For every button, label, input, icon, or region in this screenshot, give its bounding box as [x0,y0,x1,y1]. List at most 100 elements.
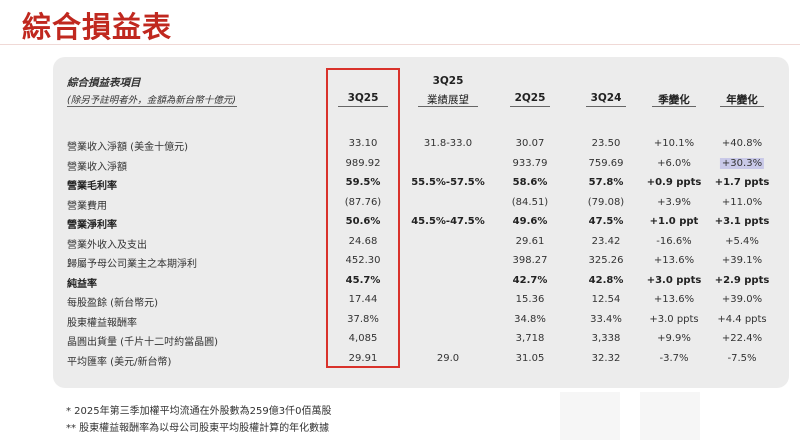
footnote-shares: * 2025年第三季加權平均流通在外股數為259億3仟0佰萬股 [66,406,332,417]
table-cell: +3.0 ppts [646,274,702,286]
table-cell: +30.3% [719,157,765,169]
table-cell: 55.5%-57.5% [411,177,485,188]
current-quarter-highlight-box [326,68,400,368]
table-cell: +3.1 ppts [714,216,770,227]
table-cell: 452.30 [345,255,381,266]
table-cell: 32.32 [591,352,621,364]
table-cell: 45.5%-47.5% [411,216,485,227]
col-3q25-guidance-underline [418,106,478,107]
table-header-title: 綜合損益表項目 [67,77,141,89]
table-cell: 4,085 [348,333,378,344]
table-cell: 989.92 [345,157,381,169]
table-cell: 759.69 [588,157,624,169]
table-cell: 37.8% [347,313,379,325]
table-cell: 31.8-33.0 [423,138,473,149]
table-cell: 3,718 [515,333,545,344]
table-cell: 31.05 [515,352,545,364]
row-label-header-underline [67,106,237,107]
row-label: 純益率 [67,278,97,290]
table-cell: 24.68 [348,235,378,247]
table-cell: 29.61 [515,235,545,247]
table-cell: 325.26 [588,255,624,266]
income-statement-panel [53,57,789,388]
table-cell: +1.7 ppts [714,177,770,188]
col-3q25-guidance-header: 業績展望 [427,94,469,106]
table-cell: 933.79 [512,157,548,169]
row-label: 營業淨利率 [67,220,117,231]
table-cell: +2.9 ppts [714,274,770,286]
table-cell: (79.08) [587,196,625,208]
col-qoq-header: 季變化 [658,94,690,106]
col-3q25-header: 3Q25 [347,92,379,104]
table-cell: +3.0 ppts [649,313,699,325]
row-label: 每股盈餘 (新台幣元) [67,298,158,309]
title-divider [0,44,800,45]
table-cell: 50.6% [345,216,381,227]
table-cell: (87.76) [344,196,382,208]
col-3q24-underline [586,106,626,107]
row-label: 營業毛利率 [67,181,117,192]
col-qoq-underline [652,106,696,107]
table-cell: 49.6% [512,216,548,227]
col-2q25-header: 2Q25 [514,92,546,104]
table-cell: 34.8% [514,313,546,325]
background-decoration [560,392,620,440]
table-cell: +3.9% [657,196,691,208]
page-title: 綜合損益表 [22,10,173,44]
table-cell: +22.4% [721,333,763,344]
col-3q25-underline [338,106,388,107]
table-cell: 42.8% [588,274,624,286]
table-cell: +13.6% [653,294,695,305]
table-cell: (84.51) [511,196,549,208]
col-3q24-header: 3Q24 [590,92,622,104]
table-cell: 29.91 [348,352,378,364]
col-yoy-header: 年變化 [726,94,758,106]
table-cell: 23.50 [591,138,621,149]
row-label: 營業外收入及支出 [67,239,147,251]
row-label: 晶圓出貨量 (千片十二吋約當晶圓) [67,337,218,348]
row-label: 營業收入淨額 (美金十億元) [67,142,188,153]
table-header-subtitle: (除另予註明者外，金額為新台幣十億元) [67,95,236,106]
table-cell: +5.4% [725,235,759,247]
table-cell: 33.4% [590,313,622,325]
background-decoration [640,392,700,440]
table-cell: 45.7% [345,274,381,286]
col-2q25-underline [510,106,550,107]
table-cell: +10.1% [653,138,695,149]
table-cell: 57.8% [588,177,624,188]
table-cell: +11.0% [721,196,763,208]
table-cell: +1.0 ppt [649,216,699,227]
table-cell: +39.0% [721,294,763,305]
row-label: 股東權益報酬率 [67,317,137,329]
col-yoy-underline [720,106,764,107]
table-cell: 47.5% [588,216,624,227]
table-cell: +0.9 ppts [646,177,702,188]
footnote-roe: ** 股東權益報酬率為以母公司股東平均股權計算的年化數據 [66,423,330,434]
table-cell: +13.6% [653,255,695,266]
table-cell: 23.42 [591,235,621,247]
table-cell: 17.44 [348,294,378,305]
table-cell: +40.8% [721,138,763,149]
table-cell: 15.36 [515,294,545,305]
table-cell: -16.6% [656,235,692,247]
row-label: 營業收入淨額 [67,161,127,173]
row-label: 平均匯率 (美元/新台幣) [67,356,172,368]
table-cell: 398.27 [512,255,548,266]
table-cell: +9.9% [657,333,691,344]
table-cell: +39.1% [721,255,763,266]
table-cell: -3.7% [659,352,689,364]
row-label: 營業費用 [67,200,107,212]
table-cell: 3,338 [591,333,621,344]
table-cell: 12.54 [591,294,621,305]
table-cell: 42.7% [512,274,548,286]
col-3q25-guidance-header-line1: 3Q25 [432,75,464,87]
table-cell: 33.10 [348,138,378,149]
table-cell: 59.5% [345,177,381,188]
table-cell: -7.5% [727,352,757,364]
table-cell: +6.0% [657,157,691,169]
row-label: 歸屬予母公司業主之本期淨利 [67,259,197,270]
table-cell: 58.6% [512,177,548,188]
table-cell: 30.07 [515,138,545,149]
table-cell: +4.4 ppts [717,313,767,325]
table-cell: 29.0 [436,352,460,364]
